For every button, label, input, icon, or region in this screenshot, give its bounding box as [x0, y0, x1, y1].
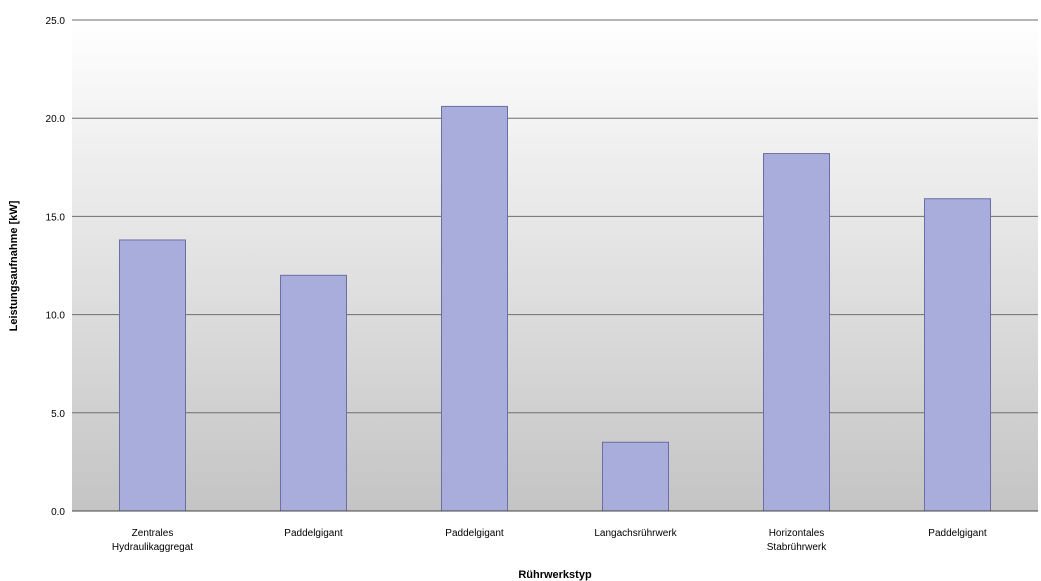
x-category-label: Horizontales Stabrührwerk — [767, 528, 827, 553]
bar — [923, 198, 992, 512]
x-category-label-line: Paddelgigant — [445, 528, 504, 539]
x-category-label-line: Paddelgigant — [928, 528, 987, 539]
bar — [762, 153, 831, 512]
x-category-label-line: Horizontales — [769, 528, 825, 539]
x-axis-title: Rührwerkstyp — [518, 569, 592, 581]
x-category-label-line: Zentrales — [132, 528, 174, 539]
x-category-label-line: Stabrührwerk — [767, 542, 827, 553]
x-category-label-line: Langachsrührwerk — [594, 528, 677, 539]
x-category-label: Paddelgigant — [445, 528, 504, 539]
y-tick-label: 10.0 — [46, 311, 66, 322]
bar — [440, 105, 509, 512]
y-axis-title: Leistungsaufnahme [kW] — [8, 200, 20, 331]
y-axis-ticks: 0.0 5.0 10.0 15.0 20.0 25.0 — [46, 16, 66, 518]
x-category-label: Langachsrührwerk — [594, 528, 677, 539]
bar — [279, 274, 348, 512]
bars — [118, 105, 992, 512]
bar — [118, 239, 187, 512]
plot-area — [72, 20, 1038, 511]
x-category-label-line: Hydraulikaggregat — [112, 542, 193, 553]
x-category-label-line: Paddelgigant — [284, 528, 343, 539]
y-tick-label: 25.0 — [46, 16, 66, 27]
x-category-label: Paddelgigant — [284, 528, 343, 539]
x-category-label: Paddelgigant — [928, 528, 987, 539]
x-axis-categories: Zentrales Hydraulikaggregat Paddelgigant Pa… — [112, 528, 987, 553]
y-tick-label: 0.0 — [51, 507, 65, 518]
x-category-label: Zentrales Hydraulikaggregat — [112, 528, 193, 553]
y-tick-label: 15.0 — [46, 212, 66, 223]
y-tick-label: 20.0 — [46, 114, 66, 125]
gridlines — [72, 19, 1038, 414]
y-tick-label: 5.0 — [51, 409, 65, 420]
bar — [601, 441, 670, 512]
